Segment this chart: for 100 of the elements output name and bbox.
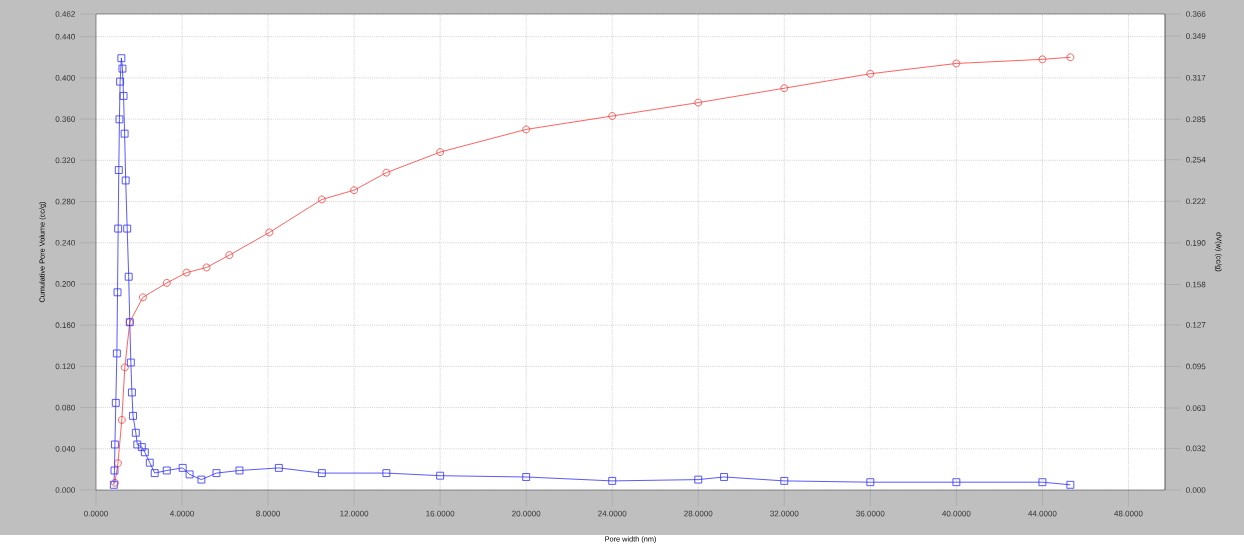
point bbox=[123, 224, 132, 233]
y-tick-label: 0.040 bbox=[55, 445, 75, 452]
point bbox=[131, 428, 140, 437]
x-tick-label: 12.0000 bbox=[340, 510, 369, 517]
y2-tick-label: 0.158 bbox=[1186, 281, 1206, 288]
point bbox=[140, 448, 149, 456]
y-tick-label: 0.120 bbox=[55, 363, 75, 369]
x-tick-label: 36.0000 bbox=[856, 510, 885, 517]
point bbox=[522, 472, 531, 481]
point bbox=[113, 288, 122, 296]
y2-tick-label: 0.127 bbox=[1186, 321, 1206, 328]
point bbox=[117, 415, 126, 424]
point bbox=[150, 468, 159, 477]
point bbox=[694, 98, 703, 107]
point bbox=[116, 77, 124, 86]
point bbox=[197, 475, 206, 484]
y-tick-label: 0.462 bbox=[55, 10, 75, 17]
point bbox=[720, 472, 728, 481]
y-tick-label: 0.320 bbox=[55, 157, 75, 163]
point bbox=[225, 250, 234, 259]
point bbox=[317, 468, 326, 477]
point bbox=[608, 111, 617, 120]
y-tick-label: 0.000 bbox=[55, 486, 75, 493]
point bbox=[694, 475, 703, 484]
point bbox=[780, 84, 789, 92]
y2-tick-label: 0.254 bbox=[1186, 156, 1206, 163]
x-tick-label: 24.0000 bbox=[598, 510, 627, 517]
point bbox=[124, 272, 133, 281]
point bbox=[115, 115, 124, 123]
point bbox=[382, 168, 391, 177]
y2-tick-label: 0.317 bbox=[1186, 74, 1206, 81]
y2-tick-label: 0.095 bbox=[1186, 363, 1206, 370]
x-tick-label: 40.0000 bbox=[942, 510, 971, 517]
point bbox=[111, 440, 119, 449]
x-tick-label: 4.0000 bbox=[170, 510, 194, 517]
point bbox=[114, 224, 123, 233]
y-tick-label: 0.280 bbox=[55, 198, 75, 205]
point bbox=[952, 478, 961, 486]
y2-tick-label: 0.285 bbox=[1186, 116, 1206, 122]
point bbox=[113, 349, 121, 358]
point bbox=[121, 176, 130, 185]
point bbox=[780, 476, 789, 485]
point bbox=[162, 466, 171, 475]
y-tick-label: 0.160 bbox=[55, 322, 75, 328]
point bbox=[608, 476, 617, 485]
y2-tick-label: 0.222 bbox=[1186, 198, 1206, 204]
point bbox=[1066, 480, 1075, 489]
x-tick-label: 0.0000 bbox=[84, 510, 108, 517]
y-tick-label: 0.360 bbox=[55, 116, 75, 122]
y2-tick-label: 0.190 bbox=[1186, 239, 1206, 246]
point bbox=[118, 64, 127, 73]
point bbox=[114, 165, 123, 174]
point bbox=[382, 468, 391, 477]
point bbox=[110, 466, 119, 475]
point bbox=[202, 263, 211, 272]
point bbox=[274, 463, 283, 472]
y2-tick-label: 0.063 bbox=[1186, 405, 1206, 411]
x-tick-label: 8.0000 bbox=[256, 510, 280, 517]
y2-tick-label: 0.032 bbox=[1186, 445, 1206, 451]
point bbox=[1038, 55, 1047, 63]
point bbox=[133, 440, 142, 449]
point bbox=[350, 186, 358, 194]
y-tick-label: 0.200 bbox=[55, 280, 75, 287]
point bbox=[185, 470, 194, 479]
point bbox=[866, 478, 875, 486]
point bbox=[317, 195, 326, 204]
x-tick-label: 20.0000 bbox=[512, 510, 541, 517]
x-tick-label: 44.0000 bbox=[1028, 510, 1057, 517]
point bbox=[182, 268, 191, 277]
x-tick-label: 16.0000 bbox=[426, 510, 455, 517]
y-tick-label: 0.080 bbox=[55, 404, 75, 411]
point bbox=[128, 388, 136, 397]
point bbox=[114, 459, 122, 467]
point bbox=[522, 125, 531, 134]
point bbox=[139, 293, 147, 301]
x-tick-label: 32.0000 bbox=[770, 510, 799, 517]
point bbox=[119, 91, 128, 100]
y-tick-label: 0.400 bbox=[55, 74, 75, 81]
point bbox=[866, 69, 875, 78]
x-tick-label: 48.0000 bbox=[1114, 510, 1143, 517]
point bbox=[120, 363, 129, 372]
point bbox=[111, 398, 120, 407]
point bbox=[117, 54, 126, 62]
point bbox=[436, 471, 445, 480]
y2-tick-label: 0.349 bbox=[1186, 33, 1206, 39]
point bbox=[162, 278, 171, 287]
y-tick-label: 0.240 bbox=[55, 239, 75, 246]
point bbox=[178, 463, 187, 472]
y-tick-label: 0.440 bbox=[55, 33, 75, 40]
point bbox=[1038, 478, 1047, 486]
y2-tick-label: 0.000 bbox=[1186, 486, 1206, 493]
point bbox=[436, 147, 445, 156]
point bbox=[265, 228, 274, 237]
point bbox=[137, 442, 146, 451]
point bbox=[129, 411, 137, 420]
point bbox=[126, 358, 135, 367]
point bbox=[120, 129, 129, 138]
point bbox=[235, 466, 244, 475]
point bbox=[212, 468, 221, 477]
point bbox=[1066, 53, 1075, 61]
